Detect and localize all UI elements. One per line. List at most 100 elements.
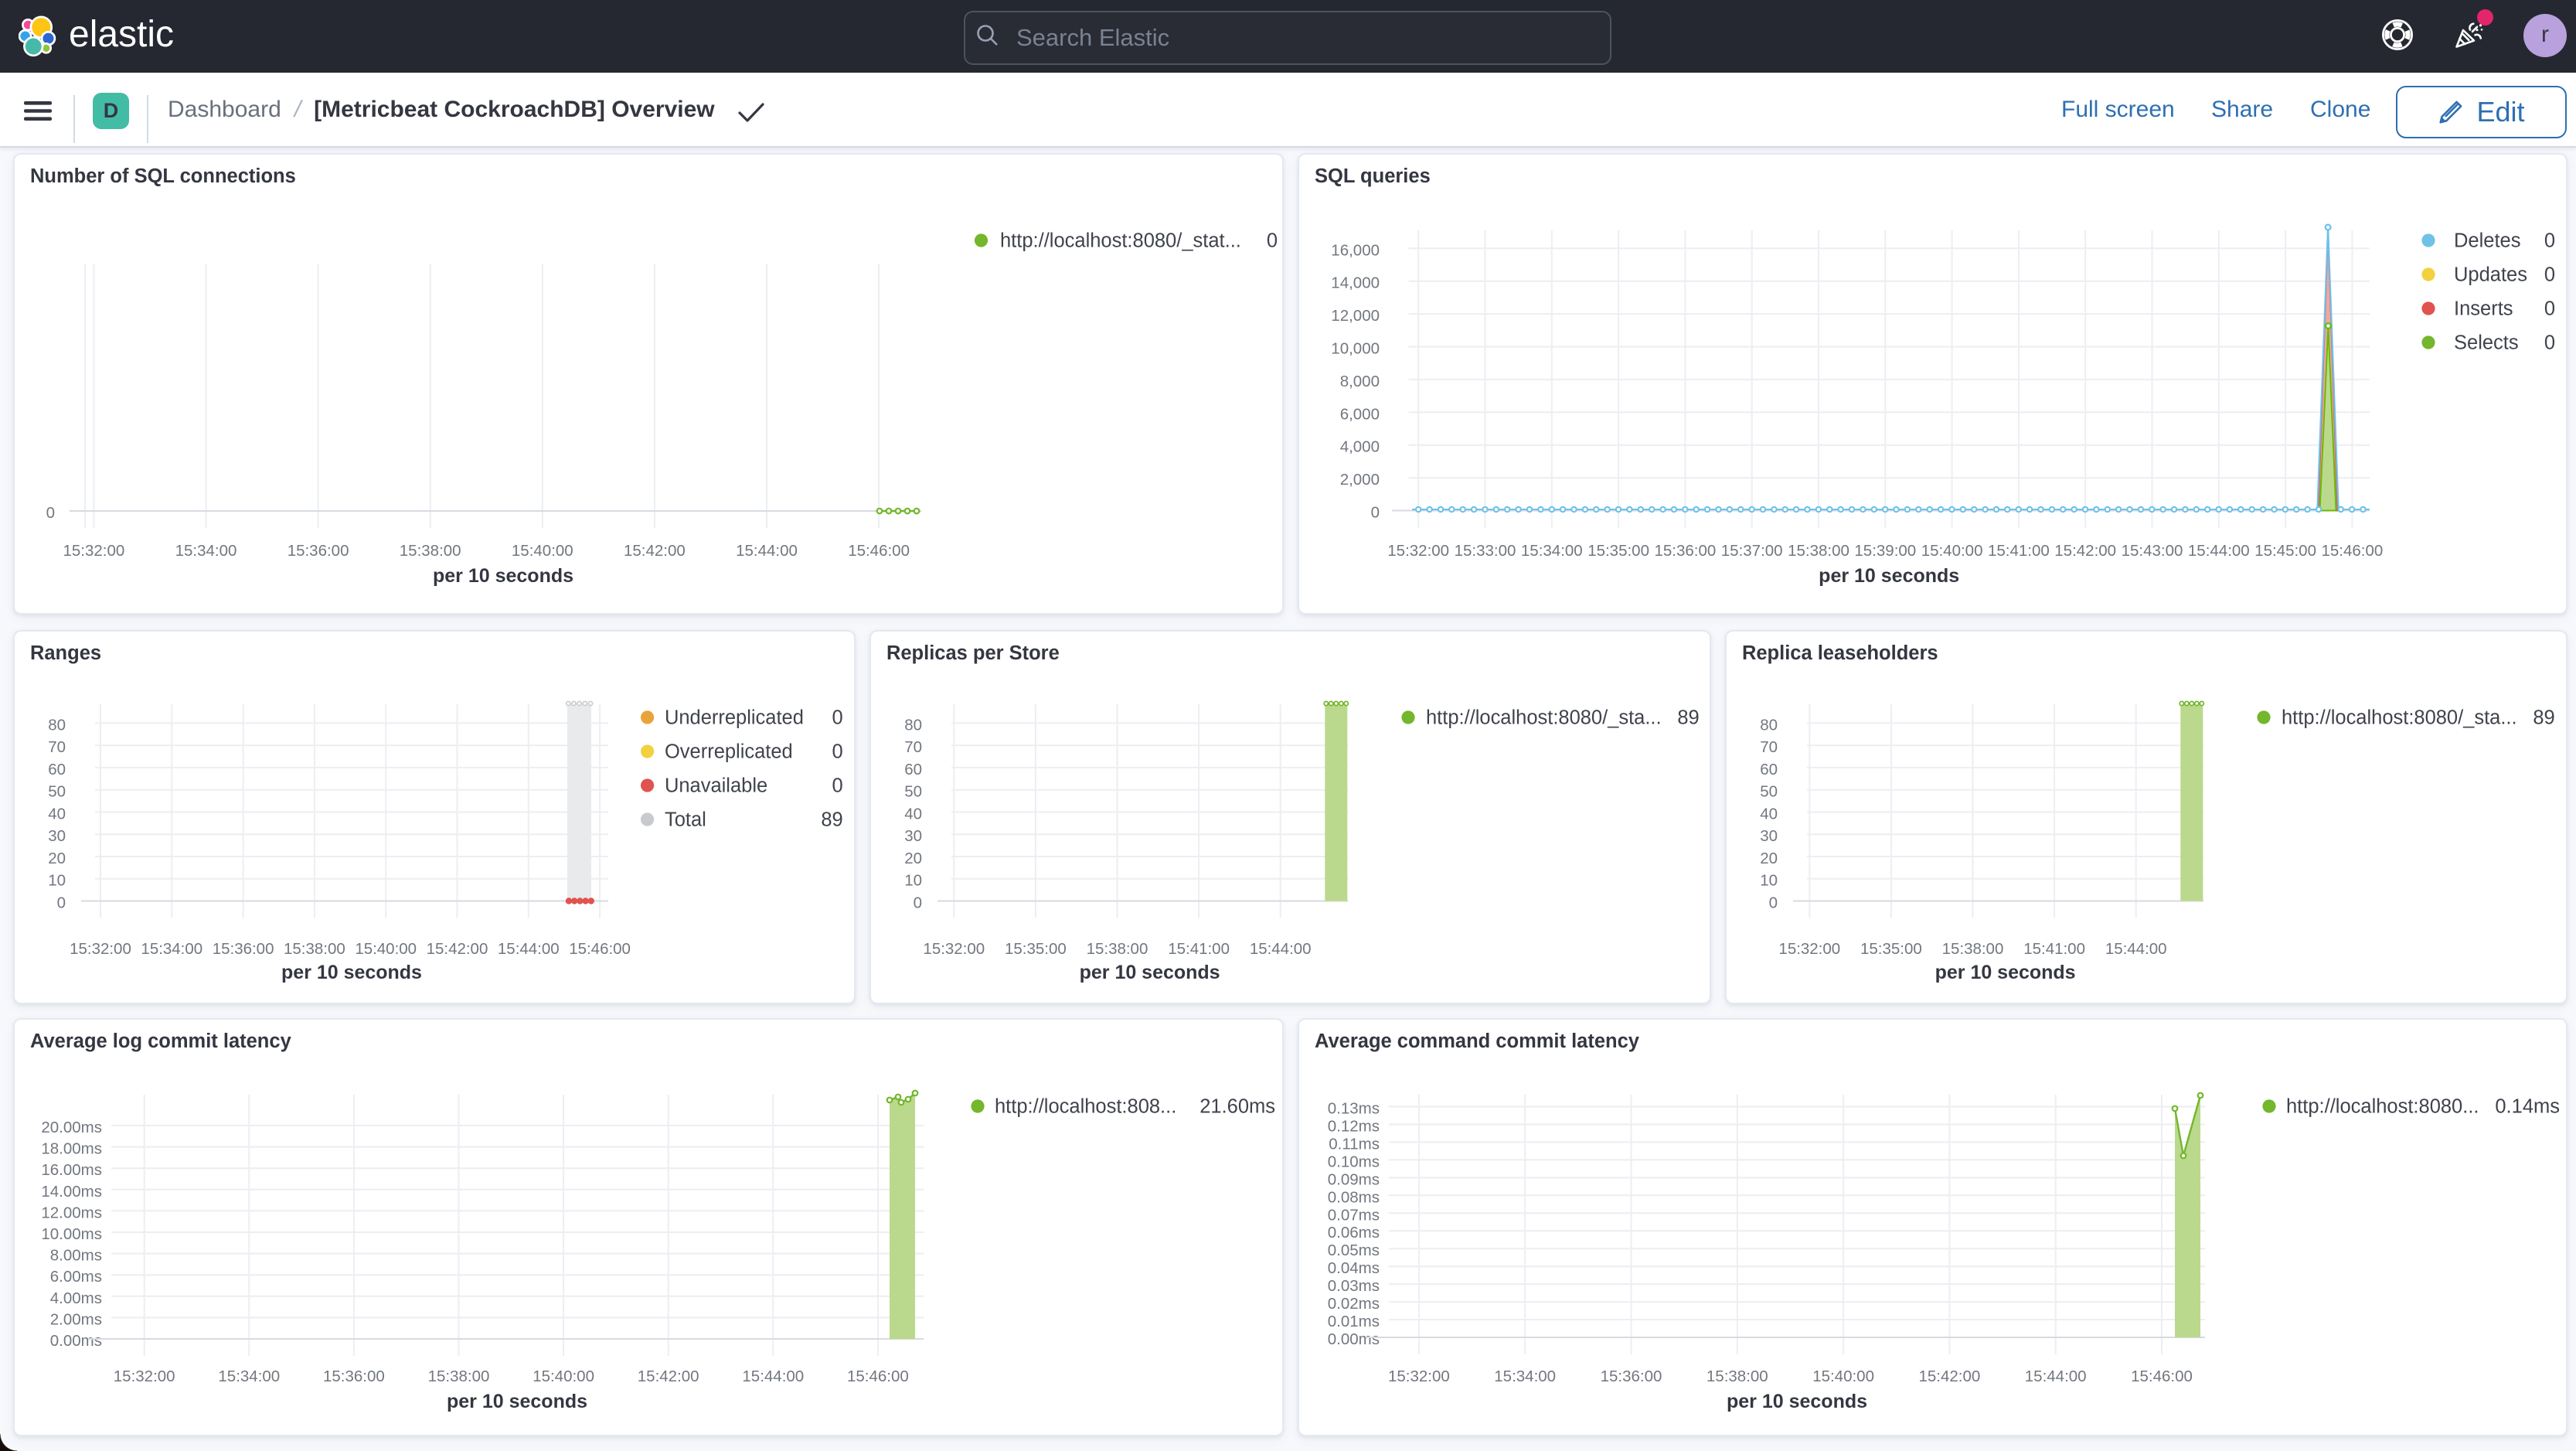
svg-text:15:35:00: 15:35:00 [1005,940,1067,958]
svg-text:15:42:00: 15:42:00 [2054,542,2116,560]
svg-text:10: 10 [904,872,922,890]
svg-text:0.14ms: 0.14ms [2495,1096,2560,1118]
svg-text:Average log commit latency: Average log commit latency [30,1030,292,1052]
svg-text:15:34:00: 15:34:00 [141,940,202,958]
svg-text:15:42:00: 15:42:00 [427,940,488,958]
svg-text:21.60ms: 21.60ms [1200,1096,1275,1118]
svg-text:15:46:00: 15:46:00 [2131,1368,2193,1385]
svg-text:15:40:00: 15:40:00 [533,1368,594,1385]
svg-text:4.00ms: 4.00ms [50,1289,102,1307]
svg-text:Total: Total [665,809,706,830]
svg-text:50: 50 [904,783,922,801]
svg-text:80: 80 [1760,716,1778,734]
svg-text:http://localhost:8080/_stat...: http://localhost:8080/_stat... [1000,230,1241,252]
svg-text:6,000: 6,000 [1339,405,1379,423]
svg-text:15:46:00: 15:46:00 [847,1368,909,1385]
svg-text:4,000: 4,000 [1339,438,1379,456]
svg-text:15:32:00: 15:32:00 [114,1368,175,1385]
svg-text:6.00ms: 6.00ms [50,1268,102,1286]
svg-text:70: 70 [48,738,66,756]
svg-text:12,000: 12,000 [1331,307,1380,325]
svg-text:0.00ms: 0.00ms [50,1332,102,1350]
svg-text:0.00ms: 0.00ms [1327,1330,1379,1348]
svg-text:per 10 seconds: per 10 seconds [1726,1391,1866,1412]
svg-text:per 10 seconds: per 10 seconds [1935,962,2076,983]
svg-text:15:46:00: 15:46:00 [848,542,910,560]
svg-text:15:38:00: 15:38:00 [1942,940,2004,958]
svg-text:70: 70 [904,738,922,756]
svg-text:15:32:00: 15:32:00 [1779,940,1841,958]
svg-text:0: 0 [832,707,843,729]
svg-text:2.00ms: 2.00ms [50,1310,102,1328]
svg-text:Updates: Updates [2454,264,2527,286]
svg-text:15:38:00: 15:38:00 [1788,542,1849,560]
svg-text:15:44:00: 15:44:00 [736,542,798,560]
svg-text:15:45:00: 15:45:00 [2254,542,2316,560]
svg-text:30: 30 [1760,827,1778,845]
svg-text:Selects: Selects [2454,332,2519,354]
svg-text:per 10 seconds: per 10 seconds [1079,962,1220,983]
svg-text:10,000: 10,000 [1331,340,1380,358]
svg-text:0: 0 [832,741,843,763]
svg-text:15:36:00: 15:36:00 [323,1368,385,1385]
svg-text:14,000: 14,000 [1331,274,1380,292]
svg-text:15:39:00: 15:39:00 [1854,542,1916,560]
svg-text:15:38:00: 15:38:00 [284,940,345,958]
svg-text:0: 0 [46,504,55,522]
svg-text:15:38:00: 15:38:00 [1086,940,1148,958]
svg-text:10: 10 [48,872,66,890]
svg-text:89: 89 [1677,707,1699,729]
svg-text:0.02ms: 0.02ms [1327,1295,1379,1313]
svg-text:12.00ms: 12.00ms [41,1204,102,1221]
svg-text:0: 0 [1370,504,1379,522]
svg-text:15:32:00: 15:32:00 [923,940,985,958]
svg-text:0.07ms: 0.07ms [1327,1206,1379,1224]
svg-text:15:32:00: 15:32:00 [1387,542,1449,560]
svg-text:18.00ms: 18.00ms [41,1140,102,1158]
svg-text:Ranges: Ranges [30,642,101,664]
svg-text:15:32:00: 15:32:00 [1387,1368,1449,1385]
svg-text:0: 0 [832,775,843,797]
svg-text:15:42:00: 15:42:00 [638,1368,699,1385]
svg-text:20.00ms: 20.00ms [41,1119,102,1136]
svg-text:15:40:00: 15:40:00 [1812,1368,1874,1385]
svg-text:30: 30 [48,827,66,845]
svg-text:20: 20 [48,850,66,867]
svg-text:70: 70 [1760,738,1778,756]
svg-text:89: 89 [2533,707,2555,729]
svg-text:Number of SQL connections: Number of SQL connections [30,165,296,187]
svg-text:http://localhost:8080...: http://localhost:8080... [2286,1096,2479,1118]
svg-text:15:44:00: 15:44:00 [498,940,560,958]
svg-text:Replica leaseholders: Replica leaseholders [1742,642,1938,664]
svg-text:20: 20 [904,850,922,867]
svg-text:40: 40 [904,806,922,823]
svg-text:30: 30 [904,827,922,845]
svg-text:0.11ms: 0.11ms [1329,1135,1380,1153]
svg-text:15:38:00: 15:38:00 [428,1368,490,1385]
svg-text:15:34:00: 15:34:00 [1494,1368,1556,1385]
svg-text:0: 0 [913,894,921,911]
svg-text:15:41:00: 15:41:00 [2024,940,2086,958]
svg-text:per 10 seconds: per 10 seconds [281,962,422,983]
svg-text:0: 0 [2544,332,2554,354]
svg-text:0.01ms: 0.01ms [1327,1313,1379,1330]
svg-text:0.04ms: 0.04ms [1327,1259,1379,1277]
svg-text:15:36:00: 15:36:00 [1654,542,1716,560]
svg-text:15:44:00: 15:44:00 [742,1368,804,1385]
svg-text:14.00ms: 14.00ms [41,1183,102,1201]
svg-text:0.08ms: 0.08ms [1327,1188,1379,1206]
svg-text:Average command commit latency: Average command commit latency [1315,1030,1640,1052]
svg-text:80: 80 [48,716,66,734]
svg-text:40: 40 [1760,806,1778,823]
svg-text:15:40:00: 15:40:00 [512,542,573,560]
svg-text:15:34:00: 15:34:00 [218,1368,280,1385]
svg-text:0.03ms: 0.03ms [1327,1277,1379,1295]
svg-text:89: 89 [821,809,842,830]
svg-text:50: 50 [1760,783,1778,801]
svg-text:http://localhost:808...: http://localhost:808... [995,1096,1176,1118]
svg-text:50: 50 [48,783,66,801]
svg-text:20: 20 [1760,850,1778,867]
svg-text:per 10 seconds: per 10 seconds [1819,565,1959,587]
svg-text:Underreplicated: Underreplicated [665,707,804,729]
svg-text:Replicas per Store: Replicas per Store [886,642,1060,664]
